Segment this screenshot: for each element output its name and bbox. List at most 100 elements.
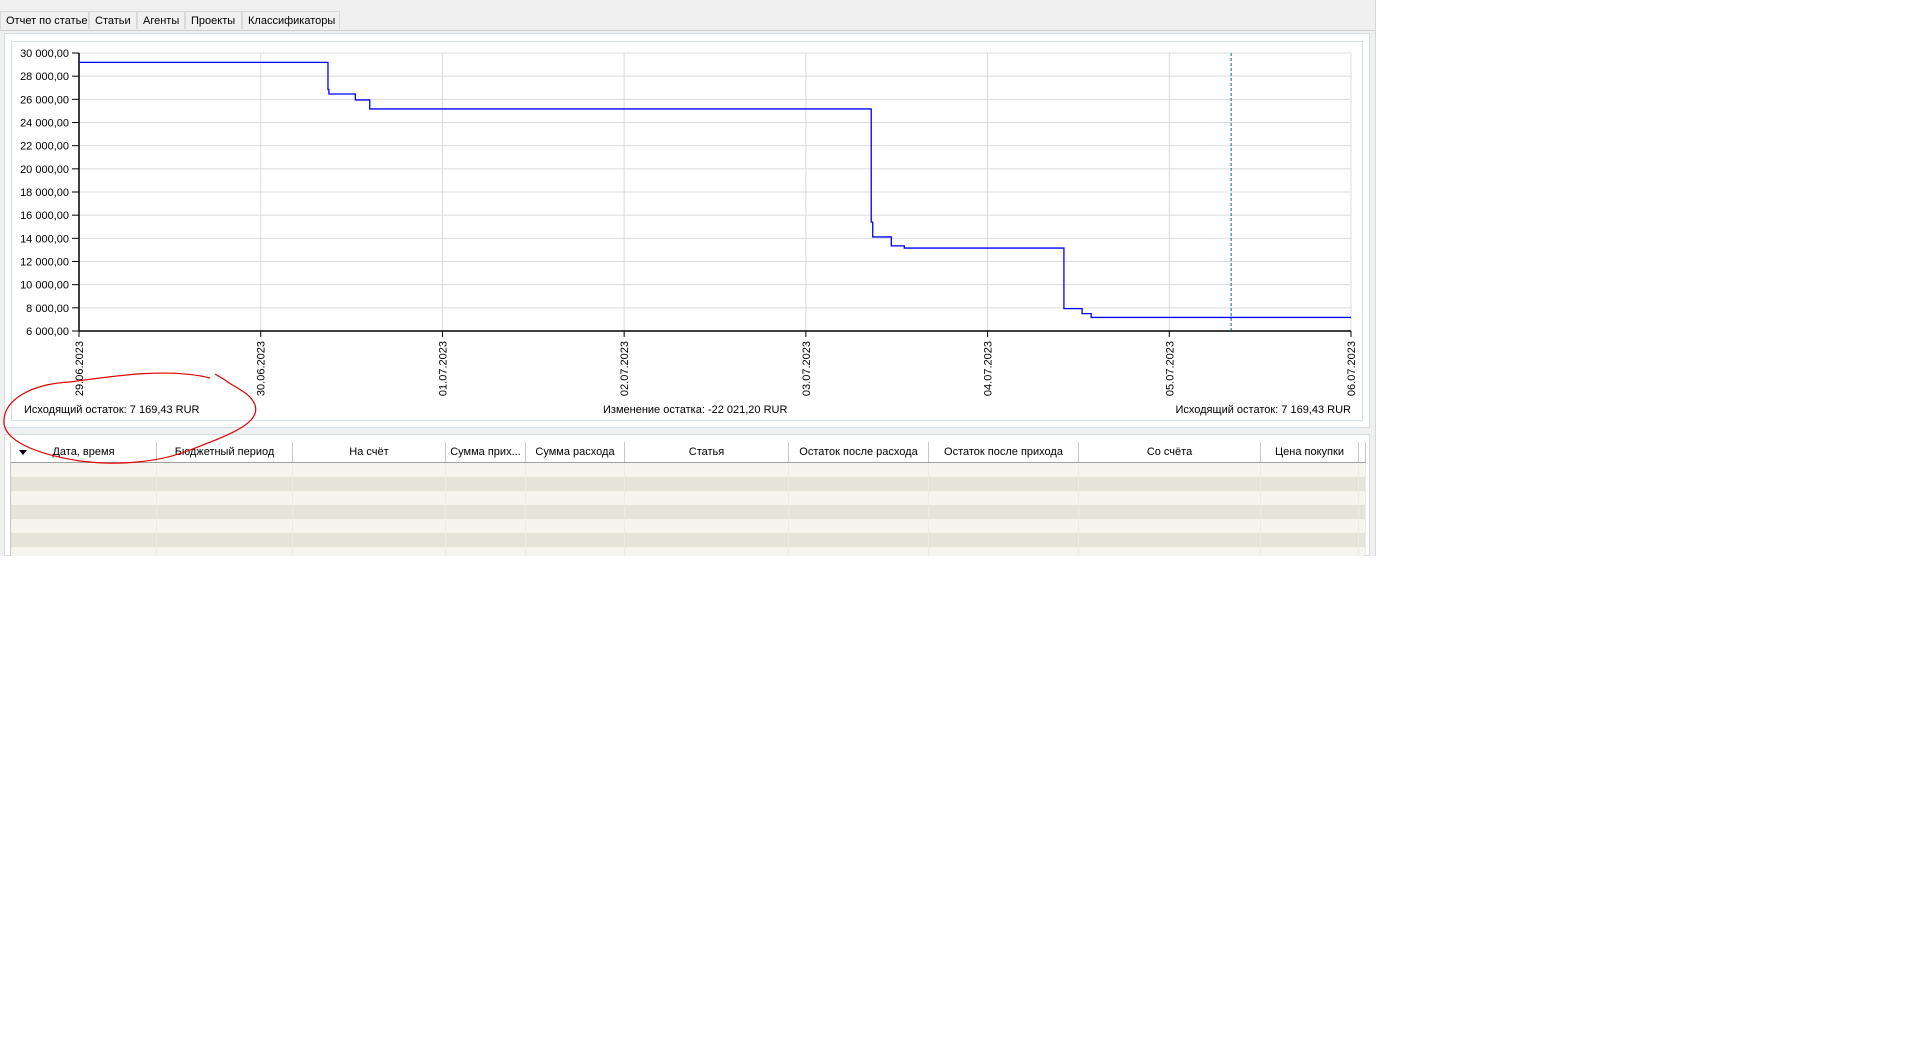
table-cell xyxy=(1079,477,1261,491)
table-row[interactable] xyxy=(11,491,1366,505)
table-cell xyxy=(446,463,526,477)
table-cell xyxy=(929,533,1079,547)
table-cell xyxy=(446,505,526,519)
x-tick-label: 04.07.2023 xyxy=(983,341,995,396)
table-cell xyxy=(1359,519,1366,533)
table-row[interactable] xyxy=(11,477,1366,491)
summary-left: Исходящий остаток: 7 169,43 RUR xyxy=(24,404,200,416)
column-header-label: Со счёта xyxy=(1146,446,1193,458)
tab-agents[interactable]: Агенты xyxy=(137,11,185,29)
tab-projects[interactable]: Проекты xyxy=(185,11,242,29)
table-cell xyxy=(293,491,446,505)
table-cell xyxy=(157,491,293,505)
table-cell xyxy=(11,463,157,477)
x-tick-label: 03.07.2023 xyxy=(801,341,813,396)
column-header[interactable]: Остаток после расхода xyxy=(789,442,929,462)
table-cell xyxy=(1261,463,1359,477)
table-cell xyxy=(157,505,293,519)
table-cell xyxy=(1359,463,1366,477)
table-cell xyxy=(789,463,929,477)
table-cell xyxy=(526,533,625,547)
chart-frame xyxy=(11,41,1363,421)
table-cell xyxy=(11,533,157,547)
table-cell xyxy=(1359,547,1366,556)
table-cell xyxy=(1359,491,1366,505)
table-cell xyxy=(293,547,446,556)
table-cell xyxy=(625,463,789,477)
table-row[interactable] xyxy=(11,533,1366,547)
red-ellipse-annotation xyxy=(3,372,257,464)
column-header[interactable]: Со счёта xyxy=(1079,442,1261,462)
table-cell xyxy=(11,491,157,505)
table-cell xyxy=(929,505,1079,519)
table-cell xyxy=(929,519,1079,533)
table-cell xyxy=(293,505,446,519)
table-cell xyxy=(1079,505,1261,519)
table-cell xyxy=(11,547,157,556)
column-header[interactable]: На счёт xyxy=(293,442,446,462)
y-tick-label: 20 000,00 xyxy=(20,164,69,176)
column-header-filler[interactable] xyxy=(1359,442,1366,462)
y-tick-label: 6 000,00 xyxy=(26,326,69,338)
table-cell xyxy=(1359,533,1366,547)
table-cell xyxy=(1261,491,1359,505)
table-cell xyxy=(1079,463,1261,477)
table-cell xyxy=(789,547,929,556)
table-cell xyxy=(1079,533,1261,547)
table-cell xyxy=(293,533,446,547)
table-row[interactable] xyxy=(11,519,1366,533)
column-header[interactable]: Цена покупки xyxy=(1261,442,1359,462)
table-cell xyxy=(789,491,929,505)
column-header[interactable]: Бюджетный период xyxy=(157,442,293,462)
column-header[interactable]: Сумма расхода xyxy=(526,442,625,462)
tab-classifiers[interactable]: Классификаторы xyxy=(242,11,340,29)
column-header-label: Статья xyxy=(688,446,725,458)
transactions-table[interactable]: Дата, время Бюджетный период На счёт Сумма … xyxy=(10,442,1366,556)
tab-divider xyxy=(0,30,1375,31)
column-header[interactable]: Остаток после прихода xyxy=(929,442,1079,462)
table-cell xyxy=(526,519,625,533)
x-tick-label: 29.06.2023 xyxy=(74,341,86,396)
table-cell xyxy=(625,547,789,556)
table-cell xyxy=(625,491,789,505)
table-cell xyxy=(446,533,526,547)
table-cell xyxy=(625,477,789,491)
sort-descending-icon[interactable] xyxy=(19,450,27,455)
y-tick-label: 28 000,00 xyxy=(20,71,69,83)
table-cell xyxy=(157,533,293,547)
x-tick-label: 01.07.2023 xyxy=(437,341,449,396)
x-tick-label: 30.06.2023 xyxy=(256,341,268,396)
table-cell xyxy=(526,463,625,477)
summary-center: Изменение остатка: -22 021,20 RUR xyxy=(603,404,788,416)
table-cell xyxy=(1261,477,1359,491)
x-tick-label: 06.07.2023 xyxy=(1346,341,1358,396)
table-row[interactable] xyxy=(11,505,1366,519)
tab-article-report[interactable]: Отчет по статье xyxy=(0,11,89,29)
table-cell xyxy=(526,505,625,519)
table-cell xyxy=(789,519,929,533)
table-header: Дата, время Бюджетный период На счёт Сумма … xyxy=(11,442,1366,463)
app-window: Отчет по статье Статьи Агенты Проекты Кл… xyxy=(0,0,1376,556)
y-tick-label: 22 000,00 xyxy=(20,141,69,153)
column-header[interactable]: Сумма прих... xyxy=(446,442,526,462)
column-header-label: Сумма расхода xyxy=(535,446,615,458)
table-cell xyxy=(446,519,526,533)
column-header[interactable]: Дата, время xyxy=(11,442,157,462)
column-header-label: Остаток после расхода xyxy=(799,446,918,458)
table-cell xyxy=(526,547,625,556)
table-cell xyxy=(625,519,789,533)
table-cell xyxy=(929,463,1079,477)
y-tick-label: 16 000,00 xyxy=(20,210,69,222)
table-row[interactable] xyxy=(11,463,1366,477)
y-tick-label: 30 000,00 xyxy=(20,48,69,60)
table-cell xyxy=(1261,547,1359,556)
y-tick-label: 26 000,00 xyxy=(20,94,69,106)
y-tick-label: 8 000,00 xyxy=(26,303,69,315)
table-cell xyxy=(293,477,446,491)
table-cell xyxy=(157,477,293,491)
tab-articles[interactable]: Статьи xyxy=(89,11,137,29)
table-row[interactable] xyxy=(11,547,1366,556)
table-cell xyxy=(929,491,1079,505)
table-cell xyxy=(1261,519,1359,533)
column-header[interactable]: Статья xyxy=(625,442,789,462)
